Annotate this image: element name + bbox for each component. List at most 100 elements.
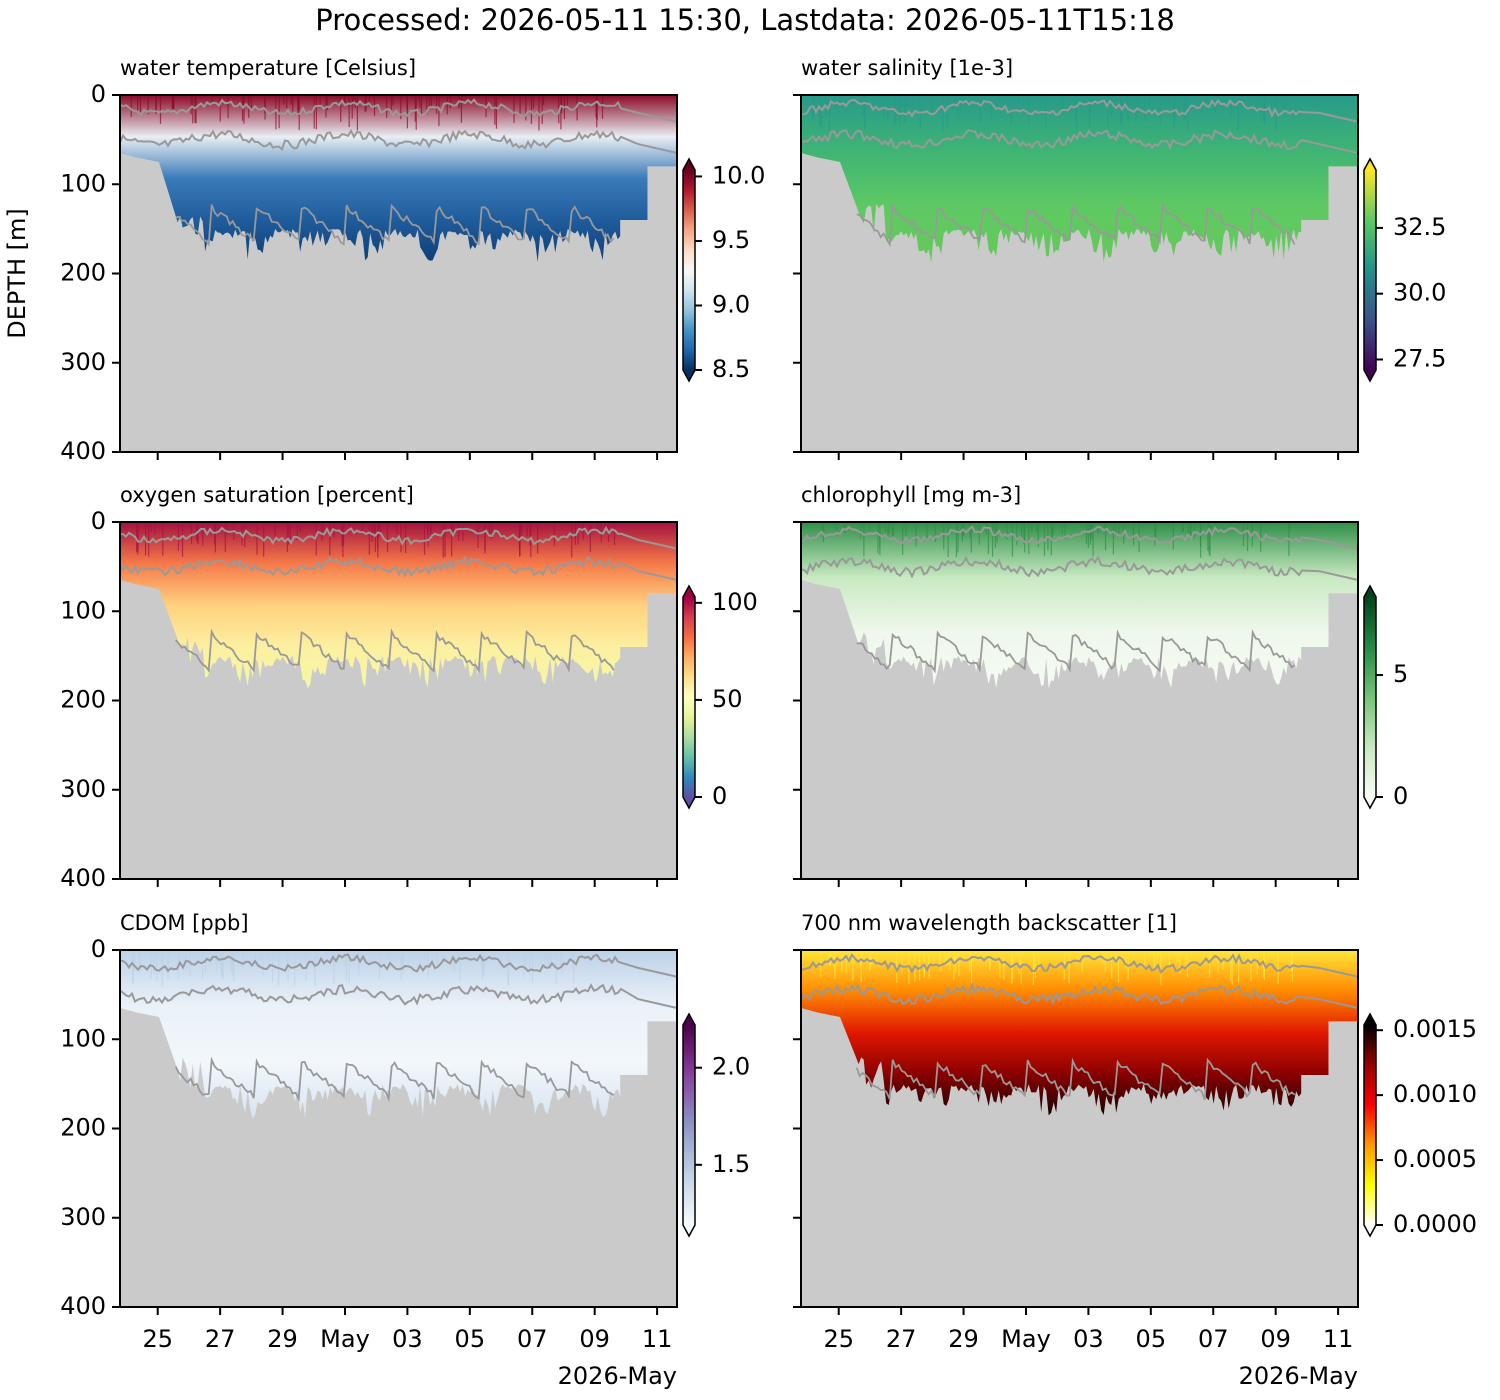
- y-tick-label: 200: [60, 1114, 106, 1142]
- isoline: [800, 98, 1359, 123]
- x-tick-label: May: [320, 1325, 370, 1353]
- y-tick-label: 200: [60, 686, 106, 714]
- colorbar-tick-label: 1.5: [712, 1150, 750, 1178]
- colorbar-extend: [683, 370, 695, 381]
- isoline: [119, 128, 678, 154]
- panel-title: chlorophyll [mg m-3]: [801, 483, 1021, 507]
- colorbar-tick-label: 0.0000: [1393, 1210, 1477, 1238]
- y-tick-label: 300: [60, 775, 106, 803]
- colorbar-tick-label: 50: [712, 685, 743, 713]
- x-offset-label: 2026-May: [1239, 1362, 1358, 1390]
- y-tick-label: 400: [60, 864, 106, 892]
- isoline: [175, 203, 615, 247]
- colorbar-extend: [683, 586, 695, 597]
- colorbar: [683, 597, 695, 797]
- isoline: [800, 128, 1359, 154]
- profile-field: [120, 950, 677, 1119]
- colorbar-tick-label: 0: [712, 782, 727, 810]
- y-tick-label: 200: [60, 259, 106, 287]
- x-tick-label: 25: [142, 1325, 173, 1353]
- colorbar-frame: [1363, 157, 1377, 383]
- colorbar-tick-label: 0: [1393, 782, 1408, 810]
- x-tick-label: 29: [267, 1325, 298, 1353]
- y-tick-label: 400: [60, 1292, 106, 1320]
- isoline: [119, 555, 678, 581]
- x-tick-label: 03: [392, 1325, 423, 1353]
- isoline: [119, 98, 678, 123]
- isoline: [119, 953, 678, 978]
- isoline: [800, 953, 1359, 978]
- colorbar-tick-label: 8.5: [712, 355, 750, 383]
- colorbar-tick-label: 2.0: [712, 1053, 750, 1081]
- colorbar-tick-label: 0.0015: [1393, 1015, 1477, 1043]
- panel-title: water temperature [Celsius]: [120, 56, 416, 80]
- y-tick-label: 100: [60, 596, 106, 624]
- isoline: [856, 628, 1296, 674]
- colorbar-tick-label: 10.0: [712, 161, 765, 189]
- isoline: [119, 983, 678, 1009]
- colorbar-extend: [1364, 1014, 1376, 1025]
- isoline: [800, 525, 1359, 550]
- profile-field: [801, 95, 1358, 263]
- colorbar-extend: [1364, 797, 1376, 808]
- isoline: [800, 982, 1359, 1009]
- isoline: [855, 1057, 1296, 1101]
- y-tick-label: 0: [91, 80, 106, 108]
- colorbar-extend: [1364, 370, 1376, 381]
- colorbar: [1364, 170, 1376, 370]
- x-tick-label: 07: [1198, 1325, 1229, 1353]
- x-tick-label: 11: [642, 1325, 673, 1353]
- isoline: [119, 526, 678, 550]
- x-tick-label: 25: [823, 1325, 854, 1353]
- y-tick-label: 400: [60, 437, 106, 465]
- colorbar-extend: [1364, 586, 1376, 597]
- isoline: [175, 627, 615, 674]
- colorbar-tick-label: 100: [712, 588, 758, 616]
- x-tick-label: 09: [1260, 1325, 1291, 1353]
- colorbar-frame: [682, 1012, 696, 1238]
- isoline: [856, 202, 1296, 248]
- colorbar-tick-label: 5: [1393, 660, 1408, 688]
- panel-title: CDOM [ppb]: [120, 911, 249, 935]
- x-tick-label: 27: [205, 1325, 236, 1353]
- figure-title: Processed: 2026-05-11 15:30, Lastdata: 2…: [315, 3, 1175, 37]
- x-tick-label: 05: [455, 1325, 486, 1353]
- x-tick-label: 07: [517, 1325, 548, 1353]
- x-tick-label: 09: [579, 1325, 610, 1353]
- isoline: [174, 1056, 615, 1103]
- colorbar: [1364, 597, 1376, 797]
- x-offset-label: 2026-May: [558, 1362, 677, 1390]
- y-tick-label: 100: [60, 169, 106, 197]
- y-tick-label: 300: [60, 348, 106, 376]
- colorbar-tick-label: 32.5: [1393, 213, 1446, 241]
- profile-field: [801, 522, 1358, 689]
- x-tick-label: 03: [1073, 1325, 1104, 1353]
- x-tick-label: 11: [1323, 1325, 1354, 1353]
- colorbar-tick-label: 0.0005: [1393, 1145, 1477, 1173]
- colorbar-tick-label: 9.0: [712, 290, 750, 318]
- x-tick-label: 27: [886, 1325, 917, 1353]
- colorbar-extend: [1364, 1225, 1376, 1236]
- colorbar: [1364, 1025, 1376, 1225]
- y-tick-label: 100: [60, 1024, 106, 1052]
- profile-field: [801, 950, 1358, 1116]
- panel-title: 700 nm wavelength backscatter [1]: [801, 911, 1177, 935]
- colorbar-extend: [683, 1014, 695, 1025]
- colorbar-extend: [1364, 159, 1376, 170]
- colorbar-extend: [683, 1225, 695, 1236]
- colorbar-tick-label: 9.5: [712, 226, 750, 254]
- x-tick-label: 29: [948, 1325, 979, 1353]
- isoline: [800, 554, 1359, 581]
- y-tick-label: 300: [60, 1203, 106, 1231]
- colorbar-extend: [683, 159, 695, 170]
- panel-title: oxygen saturation [percent]: [120, 483, 414, 507]
- colorbar-extend: [683, 797, 695, 808]
- colorbar: [683, 1025, 695, 1225]
- profile-field: [120, 522, 677, 689]
- panel-title: water salinity [1e-3]: [801, 56, 1013, 80]
- y-tick-label: 0: [91, 935, 106, 963]
- colorbar: [683, 170, 695, 370]
- profile-field: [120, 95, 677, 262]
